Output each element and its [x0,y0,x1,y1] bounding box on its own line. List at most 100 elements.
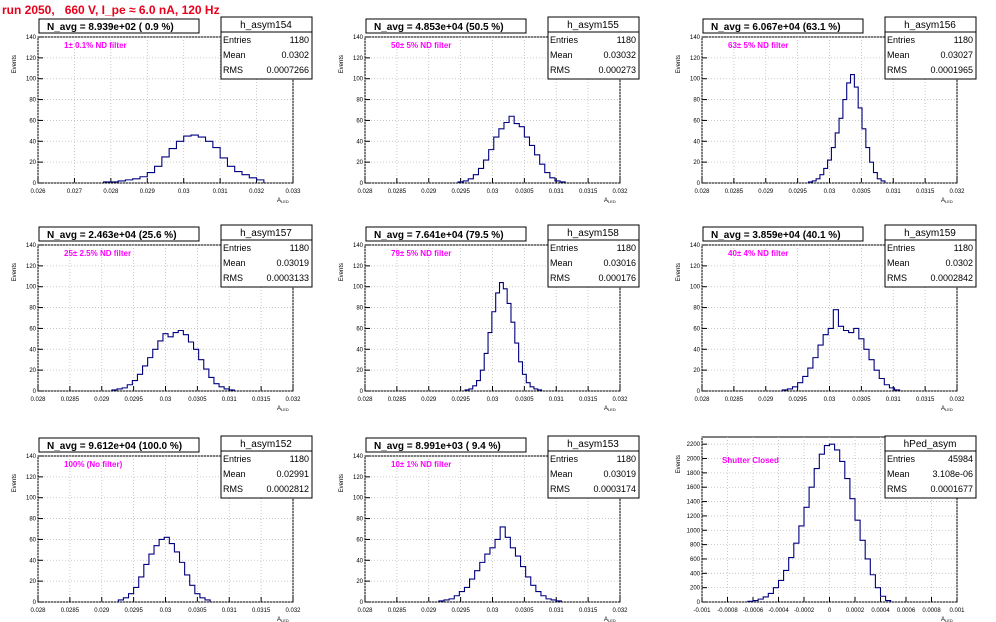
x-tick-label: 0.0305 [515,189,534,195]
x-tick-label: 0.029 [421,608,437,614]
y-tick-label: 100 [26,496,37,502]
stats-value: 0.03032 [603,50,636,60]
x-axis-label: ALED [941,617,953,622]
y-tick-label: 140 [690,243,701,249]
x-tick-label: 0.0305 [515,397,534,403]
y-tick-label: 0 [697,181,701,187]
panel-header: N_avg = 6.067e+04 (63.1 %) [711,22,841,33]
x-tick-label: 0.0285 [61,608,80,614]
y-tick-label: 40 [693,347,700,353]
header-box [365,226,527,242]
stats-label: Mean [223,258,246,268]
y-tick-label: 120 [26,264,37,270]
x-tick-label: -0.0006 [743,608,764,614]
histogram-panel: 0.028 0.0285 0.029 0.0295 0.03 0.0305 0.031 0.0… [12,435,313,622]
y-tick-label: 800 [690,543,701,549]
y-tick-label: 60 [356,326,363,332]
y-tick-label: 80 [29,517,36,523]
y-tick-label: 60 [693,326,700,332]
y-tick-label: 20 [356,579,363,585]
y-tick-label: 40 [356,139,363,145]
y-tick-label: 0 [360,389,364,395]
stats-box [547,435,640,499]
y-tick-label: 1000 [687,528,701,534]
y-tick-label: 20 [693,160,700,166]
x-tick-label: 0.0315 [916,189,935,195]
histogram-series [807,73,886,183]
y-tick-label: 100 [353,77,364,83]
stats-label: Entries [550,35,579,45]
y-tick-label: 120 [690,264,701,270]
histogram-panel: 0.028 0.0285 0.029 0.0295 0.03 0.0305 0.031 0.0… [339,16,640,204]
stats-box [547,16,640,80]
histogram-series [781,309,901,391]
header-box [702,226,864,242]
y-axis-label: Events [676,455,682,473]
x-tick-label: 0.028 [357,608,373,614]
stats-label: Mean [887,50,910,60]
stats-label: RMS [223,65,243,75]
y-tick-label: 100 [26,77,37,83]
y-tick-label: 20 [356,160,363,166]
y-tick-label: 60 [693,118,700,124]
stats-label: Mean [223,50,246,60]
stats-value: 0.03027 [940,50,973,60]
x-tick-label: 0.028 [103,189,119,195]
filter-annotation: 50± 5% ND filter [391,41,451,50]
x-tick-label: 0.0295 [124,397,143,403]
y-tick-label: 80 [29,306,36,312]
y-tick-label: 0 [33,600,37,606]
stats-label: RMS [550,273,570,283]
histogram-panel: 0.026 0.027 0.028 0.029 0.03 0.031 0.032 0.033 0… [12,16,313,204]
y-axis-label: Events [676,263,682,281]
x-tick-label: 0.0285 [388,189,407,195]
filter-annotation: 40± 4% ND filter [728,249,788,258]
y-axis-label: Events [12,263,18,281]
stats-box [220,435,313,499]
histogram-panel: 0.028 0.0285 0.029 0.0295 0.03 0.0305 0.031 0.0… [12,224,313,412]
header-box [702,18,864,34]
y-tick-label: 2200 [687,442,701,448]
x-tick-label: 0.03 [824,397,836,403]
stats-label: Mean [550,50,573,60]
filter-annotation: 100% (No filter) [64,460,123,469]
x-tick-label: 0.032 [249,189,265,195]
x-axis-label: ALED [277,617,289,622]
y-tick-label: 0 [360,600,364,606]
stats-value: 1180 [617,35,636,45]
x-tick-label: 0.028 [357,189,373,195]
y-axis-label: Events [339,55,345,73]
x-tick-label: 0.0305 [852,397,871,403]
stats-title: h_asym157 [240,228,292,239]
stats-value: 3.108e-06 [932,469,973,479]
x-axis-label: ALED [277,198,289,204]
histogram-panel: 0.028 0.0285 0.029 0.0295 0.03 0.0305 0.031 0.0… [339,224,640,412]
histogram-series [457,115,566,183]
x-tick-label: 0.029 [94,608,110,614]
y-tick-label: 60 [29,537,36,543]
x-tick-label: 0.031 [222,397,238,403]
y-tick-label: 80 [356,517,363,523]
y-axis-label: Events [339,474,345,492]
x-tick-label: -0.0004 [768,608,789,614]
panel-header: N_avg = 8.939e+02 ( 0.9 %) [47,22,174,33]
y-tick-label: 100 [26,285,37,291]
x-tick-label: 0.032 [285,608,301,614]
header-box [365,437,527,453]
y-tick-label: 2000 [687,457,701,463]
stats-label: RMS [887,484,907,494]
x-tick-label: -0.0002 [794,608,815,614]
stats-title: h_asym153 [567,439,619,450]
y-tick-label: 40 [356,347,363,353]
stats-value: 0.03019 [276,258,309,268]
stats-label: Entries [550,243,579,253]
stats-value: 0.0003133 [266,273,309,283]
stats-label: RMS [550,65,570,75]
stats-label: Mean [223,469,246,479]
y-tick-label: 40 [29,139,36,145]
x-tick-label: 0.0305 [852,189,871,195]
y-tick-label: 60 [29,118,36,124]
x-tick-label: 0.0285 [61,397,80,403]
x-tick-label: 0.031 [886,189,902,195]
filter-annotation: 1± 0.1% ND filter [64,41,127,50]
